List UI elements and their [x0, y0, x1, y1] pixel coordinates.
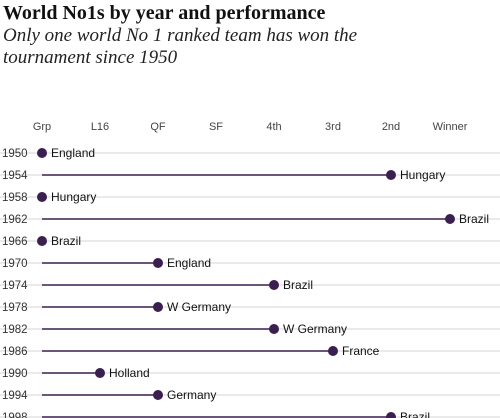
team-label: W Germany	[283, 322, 347, 336]
year-label: 1974	[2, 280, 28, 292]
stage-tick-label: 4th	[266, 121, 281, 133]
team-label: Germany	[167, 388, 216, 402]
year-row: 1950 England	[0, 146, 500, 160]
year-row: 1954 Hungary	[0, 168, 500, 182]
performance-dot	[445, 214, 455, 224]
year-label: 1994	[2, 390, 28, 402]
year-row: 1986 France	[0, 344, 500, 358]
rows-layer: 1950 England 1954 Hungary 1958 Hungary 1962 Bra…	[0, 146, 500, 418]
year-row: 1994 Germany	[0, 388, 500, 402]
stage-tick-label: 3rd	[325, 121, 341, 133]
team-label: Hungary	[51, 190, 96, 204]
year-label: 1950	[2, 148, 28, 160]
performance-dot	[386, 412, 396, 418]
stage-tick-label: 2nd	[382, 121, 400, 133]
performance-dot	[153, 390, 163, 400]
team-label: Brazil	[283, 278, 313, 292]
performance-dot	[37, 236, 47, 246]
team-label: Brazil	[51, 234, 81, 248]
chart-subtitle: Only one world No 1 ranked team has won …	[3, 25, 358, 68]
stage-tick-label: Winner	[433, 121, 468, 133]
performance-dot	[269, 324, 279, 334]
performance-dot	[153, 302, 163, 312]
stage-tick-label: SF	[209, 121, 223, 133]
year-label: 1982	[2, 324, 28, 336]
year-row: 1966 Brazil	[0, 234, 500, 248]
year-label: 1958	[2, 192, 28, 204]
year-label: 1954	[2, 170, 28, 182]
performance-dot	[37, 148, 47, 158]
chart-title: World No1s by year and performance	[3, 2, 326, 24]
team-label: W Germany	[167, 300, 231, 314]
team-label: Hungary	[400, 168, 445, 182]
year-row: 1958 Hungary	[0, 190, 500, 204]
year-row: 1990 Holland	[0, 366, 500, 380]
year-label: 1978	[2, 302, 28, 314]
team-label: Brazil	[400, 410, 430, 418]
performance-dot	[386, 170, 396, 180]
performance-dot	[153, 258, 163, 268]
team-label: England	[51, 146, 95, 160]
year-row: 1962 Brazil	[0, 212, 500, 226]
team-label: England	[167, 256, 211, 270]
performance-dot	[95, 368, 105, 378]
year-row: 1970 England	[0, 256, 500, 270]
stage-tick-label: QF	[150, 121, 166, 133]
year-label: 1970	[2, 258, 28, 270]
year-row: 1982 W Germany	[0, 322, 500, 336]
team-label: Brazil	[459, 212, 489, 226]
stage-tick-label: Grp	[33, 121, 51, 133]
performance-dot	[328, 346, 338, 356]
performance-dot	[37, 192, 47, 202]
stage-tick-label: L16	[91, 121, 109, 133]
year-label: 1990	[2, 368, 28, 380]
axis-layer: Grp L16 QF SF 4th 3rd 2nd Winner	[33, 121, 468, 133]
year-row: 1998 Brazil	[0, 410, 500, 418]
year-label: 1966	[2, 236, 28, 248]
year-label: 1986	[2, 346, 28, 358]
year-row: 1978 W Germany	[0, 300, 500, 314]
performance-dot	[269, 280, 279, 290]
year-row: 1974 Brazil	[0, 278, 500, 292]
team-label: Holland	[109, 366, 150, 380]
year-label: 1962	[2, 214, 28, 226]
team-label: France	[342, 344, 380, 358]
year-label: 1998	[2, 412, 28, 418]
